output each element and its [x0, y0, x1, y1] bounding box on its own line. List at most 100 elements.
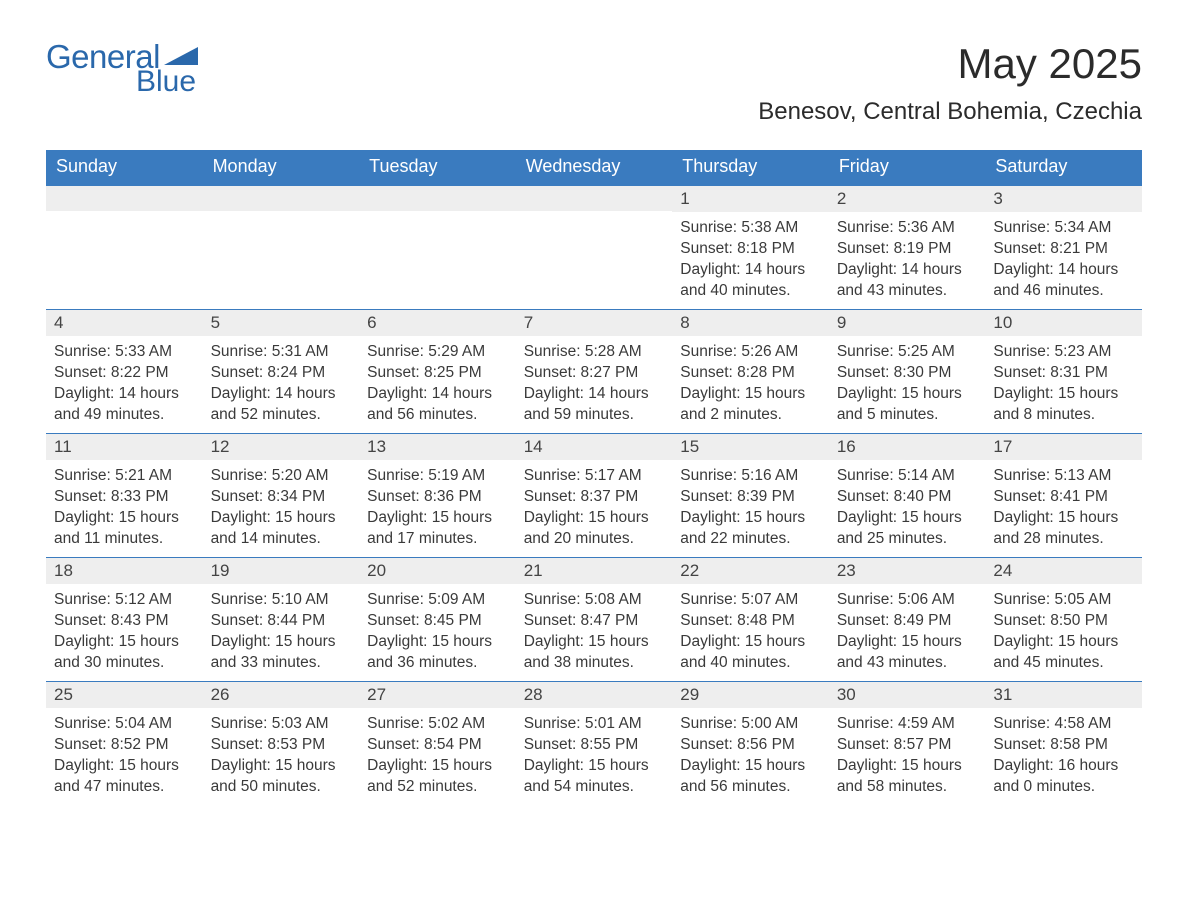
- sunset-line: Sunset: 8:50 PM: [993, 611, 1134, 632]
- sunrise-line: Sunrise: 5:29 AM: [367, 342, 508, 363]
- sunrise-line: Sunrise: 5:38 AM: [680, 218, 821, 239]
- sunrise-line: Sunrise: 5:08 AM: [524, 590, 665, 611]
- day-details: Sunrise: 5:17 AMSunset: 8:37 PMDaylight:…: [516, 460, 673, 554]
- sunrise-line: Sunrise: 5:17 AM: [524, 466, 665, 487]
- day-details: Sunrise: 5:19 AMSunset: 8:36 PMDaylight:…: [359, 460, 516, 554]
- calendar-cell: 28Sunrise: 5:01 AMSunset: 8:55 PMDayligh…: [516, 681, 673, 805]
- calendar-cell: 30Sunrise: 4:59 AMSunset: 8:57 PMDayligh…: [829, 681, 986, 805]
- sunset-line: Sunset: 8:48 PM: [680, 611, 821, 632]
- day-details: Sunrise: 5:14 AMSunset: 8:40 PMDaylight:…: [829, 460, 986, 554]
- day-details: Sunrise: 5:10 AMSunset: 8:44 PMDaylight:…: [203, 584, 360, 678]
- daylight-line: Daylight: 16 hours and 0 minutes.: [993, 756, 1134, 798]
- day-number: 22: [672, 557, 829, 584]
- calendar-table: Sunday Monday Tuesday Wednesday Thursday…: [46, 150, 1142, 805]
- day-number: 31: [985, 681, 1142, 708]
- day-details: Sunrise: 5:28 AMSunset: 8:27 PMDaylight:…: [516, 336, 673, 430]
- day-number: 16: [829, 433, 986, 460]
- daylight-line: Daylight: 15 hours and 22 minutes.: [680, 508, 821, 550]
- calendar-cell: 21Sunrise: 5:08 AMSunset: 8:47 PMDayligh…: [516, 557, 673, 681]
- calendar-cell: [46, 185, 203, 309]
- daylight-line: Daylight: 14 hours and 59 minutes.: [524, 384, 665, 426]
- sunset-line: Sunset: 8:54 PM: [367, 735, 508, 756]
- sunrise-line: Sunrise: 5:05 AM: [993, 590, 1134, 611]
- sunrise-line: Sunrise: 5:10 AM: [211, 590, 352, 611]
- sunrise-line: Sunrise: 5:04 AM: [54, 714, 195, 735]
- weekday-header: Tuesday: [359, 150, 516, 185]
- daylight-line: Daylight: 14 hours and 52 minutes.: [211, 384, 352, 426]
- day-number: 5: [203, 309, 360, 336]
- daylight-line: Daylight: 15 hours and 5 minutes.: [837, 384, 978, 426]
- sunset-line: Sunset: 8:58 PM: [993, 735, 1134, 756]
- day-details: Sunrise: 5:01 AMSunset: 8:55 PMDaylight:…: [516, 708, 673, 802]
- sunrise-line: Sunrise: 5:00 AM: [680, 714, 821, 735]
- calendar-cell: 13Sunrise: 5:19 AMSunset: 8:36 PMDayligh…: [359, 433, 516, 557]
- daylight-line: Daylight: 15 hours and 47 minutes.: [54, 756, 195, 798]
- sunset-line: Sunset: 8:30 PM: [837, 363, 978, 384]
- daylight-line: Daylight: 15 hours and 14 minutes.: [211, 508, 352, 550]
- calendar-cell: 3Sunrise: 5:34 AMSunset: 8:21 PMDaylight…: [985, 185, 1142, 309]
- day-number: 26: [203, 681, 360, 708]
- day-details: Sunrise: 5:38 AMSunset: 8:18 PMDaylight:…: [672, 212, 829, 306]
- day-number: 28: [516, 681, 673, 708]
- daylight-line: Daylight: 15 hours and 30 minutes.: [54, 632, 195, 674]
- weekday-header: Saturday: [985, 150, 1142, 185]
- day-details: Sunrise: 5:29 AMSunset: 8:25 PMDaylight:…: [359, 336, 516, 430]
- calendar-cell: 8Sunrise: 5:26 AMSunset: 8:28 PMDaylight…: [672, 309, 829, 433]
- calendar-cell: [359, 185, 516, 309]
- sunset-line: Sunset: 8:39 PM: [680, 487, 821, 508]
- sunrise-line: Sunrise: 4:58 AM: [993, 714, 1134, 735]
- daylight-line: Daylight: 15 hours and 33 minutes.: [211, 632, 352, 674]
- day-details: Sunrise: 5:03 AMSunset: 8:53 PMDaylight:…: [203, 708, 360, 802]
- day-number: 13: [359, 433, 516, 460]
- page: General Blue May 2025 Benesov, Central B…: [0, 0, 1188, 918]
- calendar-cell: 6Sunrise: 5:29 AMSunset: 8:25 PMDaylight…: [359, 309, 516, 433]
- calendar-cell: 7Sunrise: 5:28 AMSunset: 8:27 PMDaylight…: [516, 309, 673, 433]
- sunrise-line: Sunrise: 5:31 AM: [211, 342, 352, 363]
- day-details: Sunrise: 5:02 AMSunset: 8:54 PMDaylight:…: [359, 708, 516, 802]
- daylight-line: Daylight: 15 hours and 2 minutes.: [680, 384, 821, 426]
- empty-day-header: [203, 185, 360, 211]
- weekday-header: Sunday: [46, 150, 203, 185]
- day-details: Sunrise: 5:04 AMSunset: 8:52 PMDaylight:…: [46, 708, 203, 802]
- daylight-line: Daylight: 15 hours and 43 minutes.: [837, 632, 978, 674]
- day-number: 21: [516, 557, 673, 584]
- sunrise-line: Sunrise: 5:09 AM: [367, 590, 508, 611]
- day-number: 9: [829, 309, 986, 336]
- day-details: Sunrise: 5:31 AMSunset: 8:24 PMDaylight:…: [203, 336, 360, 430]
- sunrise-line: Sunrise: 5:34 AM: [993, 218, 1134, 239]
- day-details: Sunrise: 5:23 AMSunset: 8:31 PMDaylight:…: [985, 336, 1142, 430]
- calendar-cell: 10Sunrise: 5:23 AMSunset: 8:31 PMDayligh…: [985, 309, 1142, 433]
- page-subtitle: Benesov, Central Bohemia, Czechia: [758, 98, 1142, 126]
- sunset-line: Sunset: 8:36 PM: [367, 487, 508, 508]
- calendar-cell: 2Sunrise: 5:36 AMSunset: 8:19 PMDaylight…: [829, 185, 986, 309]
- sunset-line: Sunset: 8:57 PM: [837, 735, 978, 756]
- page-title: May 2025: [758, 40, 1142, 88]
- sunset-line: Sunset: 8:22 PM: [54, 363, 195, 384]
- brand-logo: General Blue: [46, 40, 198, 97]
- sunrise-line: Sunrise: 5:13 AM: [993, 466, 1134, 487]
- day-number: 14: [516, 433, 673, 460]
- day-number: 1: [672, 185, 829, 212]
- calendar-cell: 31 Sunrise: 4:58 AMSunset: 8:58 PMDayligh…: [985, 681, 1142, 805]
- day-details: Sunrise: 5:09 AMSunset: 8:45 PMDaylight:…: [359, 584, 516, 678]
- day-details: Sunrise: 5:12 AMSunset: 8:43 PMDaylight:…: [46, 584, 203, 678]
- daylight-line: Daylight: 15 hours and 25 minutes.: [837, 508, 978, 550]
- day-number: 3: [985, 185, 1142, 212]
- sunset-line: Sunset: 8:18 PM: [680, 239, 821, 260]
- day-number: 6: [359, 309, 516, 336]
- daylight-line: Daylight: 15 hours and 38 minutes.: [524, 632, 665, 674]
- empty-day-header: [516, 185, 673, 211]
- daylight-line: Daylight: 15 hours and 45 minutes.: [993, 632, 1134, 674]
- sunrise-line: Sunrise: 5:19 AM: [367, 466, 508, 487]
- sunrise-line: Sunrise: 5:26 AM: [680, 342, 821, 363]
- sunrise-line: Sunrise: 5:06 AM: [837, 590, 978, 611]
- calendar-cell: 25Sunrise: 5:04 AMSunset: 8:52 PMDayligh…: [46, 681, 203, 805]
- day-details: Sunrise: 5:08 AMSunset: 8:47 PMDaylight:…: [516, 584, 673, 678]
- sunrise-line: Sunrise: 5:20 AM: [211, 466, 352, 487]
- sunset-line: Sunset: 8:43 PM: [54, 611, 195, 632]
- empty-day-header: [46, 185, 203, 211]
- day-details: Sunrise: 5:13 AMSunset: 8:41 PMDaylight:…: [985, 460, 1142, 554]
- day-details: Sunrise: 5:16 AMSunset: 8:39 PMDaylight:…: [672, 460, 829, 554]
- calendar-cell: 11Sunrise: 5:21 AMSunset: 8:33 PMDayligh…: [46, 433, 203, 557]
- sunset-line: Sunset: 8:41 PM: [993, 487, 1134, 508]
